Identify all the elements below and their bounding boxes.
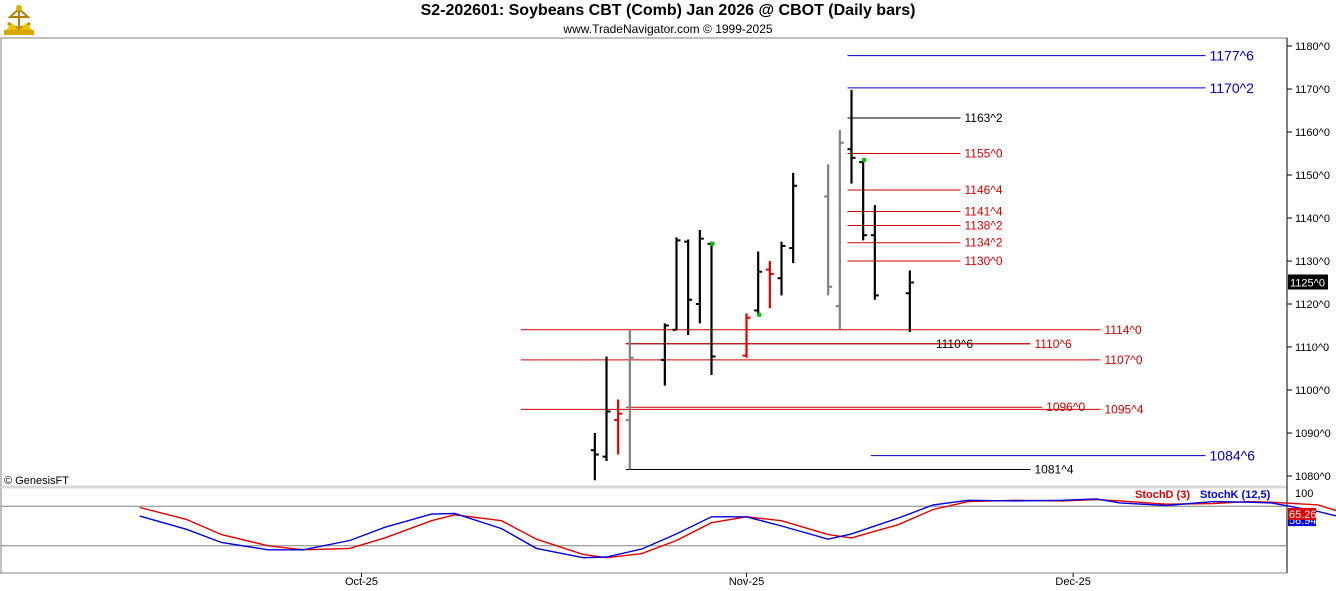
price-tick-label: 1160^0	[1295, 127, 1330, 139]
stoch-d-last-box	[1288, 507, 1316, 520]
trade-navigator-logo-icon	[4, 5, 34, 35]
price-tick-label: 1120^0	[1295, 299, 1330, 311]
price-tick-label: 1170^0	[1295, 84, 1330, 96]
price-level-label: 1081^4	[1035, 463, 1074, 477]
plot-area	[0, 37, 1288, 574]
price-level-label: 1107^0	[1105, 353, 1143, 367]
price-bar[interactable]	[847, 89, 856, 184]
price-bar[interactable]	[777, 241, 786, 296]
price-bar[interactable]	[824, 164, 833, 296]
price-bar[interactable]	[870, 205, 879, 300]
price-tick-label: 1080^0	[1295, 471, 1331, 483]
chart-header: S2-202601: Soybeans CBT (Comb) Jan 2026 …	[0, 0, 1336, 38]
price-level-label: 1096^0	[1046, 400, 1085, 414]
price-bar[interactable]	[905, 270, 914, 332]
legend-stoch-k: StochK (12,5)	[1200, 489, 1271, 501]
price-bar[interactable]	[614, 399, 623, 455]
price-bar[interactable]	[695, 230, 704, 324]
price-level-label: 1138^2	[965, 219, 1003, 233]
price-level-label: 1114^0	[1105, 323, 1143, 337]
signal-marker	[710, 241, 715, 246]
price-tick-label: 1180^0	[1295, 41, 1330, 53]
signal-marker	[757, 312, 762, 317]
price-level-label: 1095^4	[1105, 402, 1144, 416]
price-bar[interactable]	[672, 237, 681, 331]
price-level-label: 1130^0	[965, 254, 1003, 268]
price-bar[interactable]	[754, 251, 763, 315]
stoch-k-line	[139, 498, 1336, 559]
price-bar[interactable]	[789, 172, 798, 264]
stoch-d-last-label: 65.26	[1289, 509, 1317, 521]
price-level-label: 1177^6	[1210, 48, 1255, 64]
price-level-label: 1155^0	[965, 147, 1003, 161]
price-bars[interactable]	[590, 89, 914, 481]
price-level-label: 1110^6	[1035, 337, 1073, 351]
chart-title: S2-202601: Soybeans CBT (Comb) Jan 2026 …	[420, 2, 916, 19]
price-bar[interactable]	[590, 433, 599, 481]
price-bar[interactable]	[660, 323, 669, 386]
copyright-label: © GenesisFT	[4, 475, 69, 487]
price-bar[interactable]	[684, 239, 693, 335]
price-axis[interactable]: 1180^0 1170^0 1160^0 1150^0 1140^0 1130^0 1120…	[1287, 41, 1331, 483]
price-level-label: 1170^2	[1210, 80, 1255, 96]
price-bar[interactable]	[602, 356, 611, 461]
price-tick-label: 1150^0	[1295, 170, 1330, 182]
last-price-box	[1288, 274, 1328, 290]
price-tick-label: 1090^0	[1295, 428, 1331, 440]
signal-marker	[862, 157, 867, 162]
price-level-label: 1134^2	[965, 236, 1003, 250]
price-levels: 1177^6 1170^2 1163^2 1155^0 1146^4 1141^41138…	[520, 48, 1256, 477]
chart-frame	[0, 37, 1336, 591]
price-tick-label: 1100^0	[1295, 385, 1330, 397]
stoch-tick-label: 100	[1295, 488, 1313, 500]
last-price-label: 1125^0	[1290, 278, 1325, 290]
price-level-label: 1141^4	[965, 205, 1003, 219]
price-bar[interactable]	[859, 159, 868, 241]
date-tick-label: Oct-25	[345, 576, 378, 588]
date-tick-label: Dec-25	[1055, 576, 1090, 588]
legend-stoch-d: StochD (3)	[1135, 489, 1190, 501]
price-tick-label: 1110^0	[1295, 342, 1329, 354]
price-bar[interactable]	[765, 261, 774, 309]
date-axis-bg	[0, 573, 1336, 591]
price-tick-label: 1130^0	[1295, 256, 1330, 268]
price-tick-label: 1140^0	[1295, 213, 1330, 225]
price-bar[interactable]	[742, 313, 751, 358]
price-level-label: 1084^6	[1210, 448, 1256, 464]
date-tick-label: Nov-25	[729, 576, 764, 588]
price-bar[interactable]	[835, 129, 844, 330]
price-level-label: 1163^2	[965, 111, 1003, 125]
price-level-label: 1146^4	[965, 183, 1003, 197]
date-axis[interactable]: Oct-25 Nov-25 Dec-25	[345, 573, 1091, 588]
price-bar[interactable]	[625, 329, 634, 470]
chart-subtitle: www.TradeNavigator.com © 1999-2025	[563, 22, 773, 36]
